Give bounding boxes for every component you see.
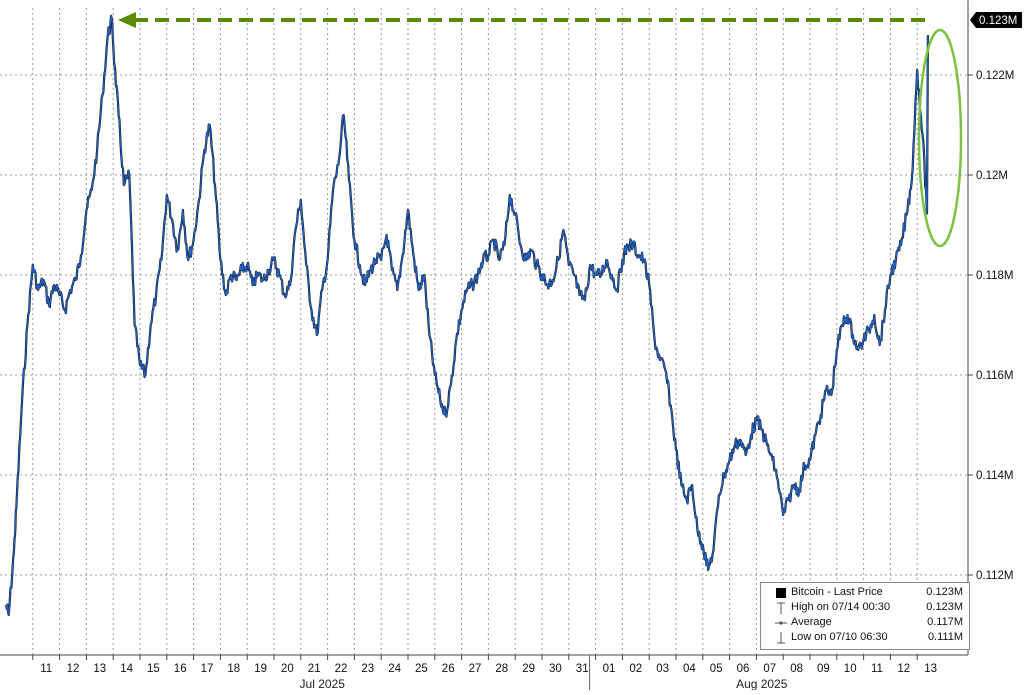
x-tick-label: 24 — [388, 663, 401, 675]
legend-entry-low: Low on 07/10 06:30 0.111M — [761, 631, 969, 646]
x-tick-label: 03 — [656, 663, 669, 675]
y-tick-label: 0.118M — [976, 270, 1014, 282]
legend-entry-average: Average 0.117M — [761, 616, 969, 631]
x-tick-label: 04 — [683, 663, 696, 675]
legend-label: High on 07/14 00:30 — [791, 601, 891, 613]
series-layer — [4, 14, 929, 617]
legend-value: 0.123M — [926, 586, 963, 598]
last-price-tag-shape — [970, 12, 1022, 28]
highlight-ellipse — [917, 28, 963, 248]
high-marker-icon — [775, 602, 787, 614]
x-tick-label: 21 — [308, 663, 321, 675]
y-tick-label: 0.114M — [976, 470, 1014, 482]
legend-label: Bitcoin - Last Price — [791, 586, 883, 598]
x-tick-label: 16 — [174, 663, 187, 675]
x-tick-label: 23 — [361, 663, 374, 675]
average-marker-icon — [775, 617, 787, 629]
y-tick-label: 0.12M — [976, 170, 1008, 182]
x-tick-label: 10 — [844, 663, 857, 675]
legend-label: Low on 07/10 06:30 — [791, 631, 888, 643]
x-tick-label: 15 — [147, 663, 160, 675]
x-tick-label: 29 — [522, 663, 535, 675]
x-tick-label: 06 — [737, 663, 750, 675]
last-price-tag-label: 0.123M — [979, 15, 1017, 27]
legend-label: Average — [791, 616, 832, 628]
x-tick-label: 28 — [495, 663, 508, 675]
x-tick-label: 30 — [549, 663, 562, 675]
legend-value: 0.123M — [926, 601, 963, 613]
price-line-shadow — [4, 14, 929, 617]
x-tick-label: 11 — [871, 663, 883, 675]
month-label-jul: Jul 2025 — [300, 677, 346, 690]
price-line — [5, 15, 929, 616]
x-tick-label: 08 — [790, 663, 803, 675]
x-tick-label: 07 — [763, 663, 776, 675]
legend-value: 0.117M — [927, 616, 963, 628]
x-tick-label: 19 — [254, 663, 267, 675]
x-tick-label: 20 — [281, 663, 294, 675]
gridlines — [0, 8, 968, 655]
x-tick-label: 12 — [67, 663, 80, 675]
x-tick-label: 11 — [40, 663, 52, 675]
x-tick-label: 12 — [897, 663, 910, 675]
x-tick-label: 09 — [817, 663, 830, 675]
x-tick-label: 25 — [415, 663, 428, 675]
x-tick-label: 22 — [335, 663, 348, 675]
x-tick-label: 14 — [120, 663, 133, 675]
x-tick-label: 27 — [469, 663, 482, 675]
chart-legend: Bitcoin - Last Price 0.123M High on 07/1… — [760, 582, 970, 650]
x-tick-label: 13 — [924, 663, 937, 675]
x-tick-label: 13 — [93, 663, 106, 675]
legend-swatch-black-square — [775, 587, 787, 599]
y-tick-label: 0.122M — [976, 70, 1014, 82]
x-tick-label: 31 — [576, 663, 589, 675]
y-tick-label: 0.112M — [976, 570, 1014, 582]
last-price-tag: 0.123M — [970, 12, 1022, 28]
legend-entry-high: High on 07/14 00:30 0.123M — [761, 601, 969, 616]
tick-labels: 0.112M 0.114M 0.116M 0.118M 0.12M 0.122M 11 12 1… — [40, 12, 1022, 691]
x-tick-label: 05 — [710, 663, 723, 675]
x-tick-label: 17 — [201, 663, 214, 675]
arrow-head-icon — [118, 12, 136, 28]
x-tick-label: 26 — [442, 663, 455, 675]
legend-value: 0.111M — [927, 631, 963, 643]
legend-entry-last-price: Bitcoin - Last Price 0.123M — [761, 586, 969, 601]
x-tick-label: 01 — [603, 663, 616, 675]
x-tick-label: 18 — [227, 663, 240, 675]
axes — [0, 0, 973, 690]
annotation-layer — [118, 12, 963, 248]
y-tick-label: 0.116M — [976, 370, 1014, 382]
low-marker-icon — [775, 632, 787, 644]
month-label-aug: Aug 2025 — [736, 677, 788, 690]
x-tick-label: 02 — [629, 663, 642, 675]
